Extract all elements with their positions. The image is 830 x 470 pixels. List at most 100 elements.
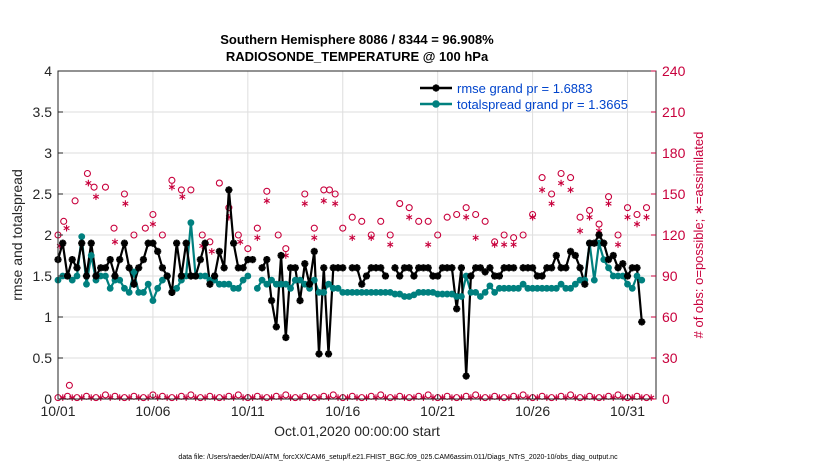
rmse-point (196, 256, 204, 264)
asterisk-stroke (425, 242, 432, 247)
star-core (260, 265, 265, 270)
obs-possible-marker (377, 217, 385, 225)
spread-point (519, 280, 527, 288)
star-core (321, 265, 326, 270)
spread-point (424, 289, 432, 296)
obs-assimilated-marker (567, 186, 574, 194)
obs-possible-marker (301, 190, 309, 198)
rmse-point (476, 264, 484, 272)
star-core (483, 269, 488, 274)
obs-assimilated-marker (111, 238, 119, 246)
star-core (75, 265, 79, 270)
obs-assimilated-marker (406, 213, 413, 221)
asterisk-stroke (301, 201, 308, 206)
obs-assimilated-marker (320, 197, 327, 205)
star-core (312, 249, 317, 254)
star-core (592, 241, 597, 246)
obs-assimilated-marker (301, 200, 308, 207)
obs-possible-marker (274, 231, 282, 239)
spread-point (510, 284, 518, 292)
spread-point (434, 290, 442, 298)
rmse-point (633, 264, 641, 272)
obs-possible-marker (396, 200, 404, 208)
right-tick-label: 210 (662, 104, 686, 120)
star-core (136, 265, 141, 270)
spread-point (548, 284, 555, 292)
rmse-point (315, 350, 323, 358)
obs-possible-marker (358, 394, 366, 402)
obs-possible-marker (604, 193, 613, 201)
obs-assimilated-marker (586, 213, 593, 221)
y-tick-label: 2 (44, 227, 52, 243)
star-core (198, 257, 203, 262)
spread-point (367, 289, 375, 296)
asterisk-stroke (472, 235, 479, 240)
rmse-point (377, 264, 385, 272)
obs-possible-marker (595, 394, 603, 402)
star-core (530, 265, 535, 270)
spread-point (472, 289, 480, 296)
spread-point (230, 284, 238, 292)
obs-possible-marker (187, 391, 195, 399)
x-tick-label: 10/21 (420, 403, 455, 419)
star-core (630, 265, 635, 270)
obs-possible-marker (586, 206, 594, 214)
right-tick-label: 180 (662, 145, 686, 161)
y-tick-label: 3.5 (33, 104, 53, 120)
asterisk-stroke (406, 215, 413, 220)
star-core (587, 241, 592, 246)
star-core (226, 187, 231, 192)
spread-point (106, 284, 114, 292)
legend: rmse grand pr = 1.6883 totalspread grand… (420, 81, 628, 112)
star-core (79, 241, 84, 246)
obs-possible-marker (472, 210, 480, 219)
rmse-point (177, 272, 185, 280)
asterisk-stroke (349, 235, 356, 240)
data-file-footnote: data file: /Users/raeder/DAI/ATM_forcXX/… (178, 454, 618, 461)
star-core (435, 274, 440, 278)
rmse-point (381, 272, 390, 280)
rmse-point (120, 239, 129, 247)
obs-possible-marker (453, 394, 461, 402)
asterisk-stroke (368, 235, 375, 240)
star-core (554, 253, 559, 258)
rmse-point (638, 318, 646, 326)
spread-point (538, 284, 546, 292)
asterisk-stroke (529, 215, 536, 220)
star-core (407, 265, 412, 270)
star-core (478, 265, 483, 270)
rmse-point (116, 256, 124, 264)
obs-assimilated-marker (576, 227, 584, 235)
obs-possible-marker (187, 186, 195, 194)
obs-possible-marker (348, 213, 356, 221)
legend-rmse-star (432, 84, 440, 92)
star-core (355, 265, 359, 270)
rmse-point (410, 272, 418, 280)
rmse-point (391, 264, 399, 272)
rmse-point (158, 264, 167, 272)
rmse-point (424, 264, 432, 272)
rmse-point (619, 260, 627, 268)
asterisk-stroke (122, 201, 129, 206)
star-core (459, 265, 464, 270)
rmse-point (92, 272, 100, 280)
spread-point (401, 293, 408, 300)
y-tick-label: 1 (44, 309, 52, 325)
obs-assimilated-marker (557, 179, 565, 187)
obs-possible-marker (120, 190, 128, 198)
rmse-point (305, 280, 314, 288)
spread-point (614, 272, 622, 280)
star-core (426, 265, 431, 270)
legend-spread-marker (432, 100, 440, 108)
star-core (298, 298, 303, 303)
star-core (449, 265, 454, 270)
star-core (497, 274, 502, 278)
star-core (117, 257, 122, 262)
star-core (549, 265, 554, 270)
star-core (184, 241, 189, 246)
star-core (98, 265, 103, 270)
star-core (383, 274, 388, 278)
spread-point (277, 280, 285, 288)
rmse-point (562, 264, 570, 272)
star-core (525, 265, 530, 270)
